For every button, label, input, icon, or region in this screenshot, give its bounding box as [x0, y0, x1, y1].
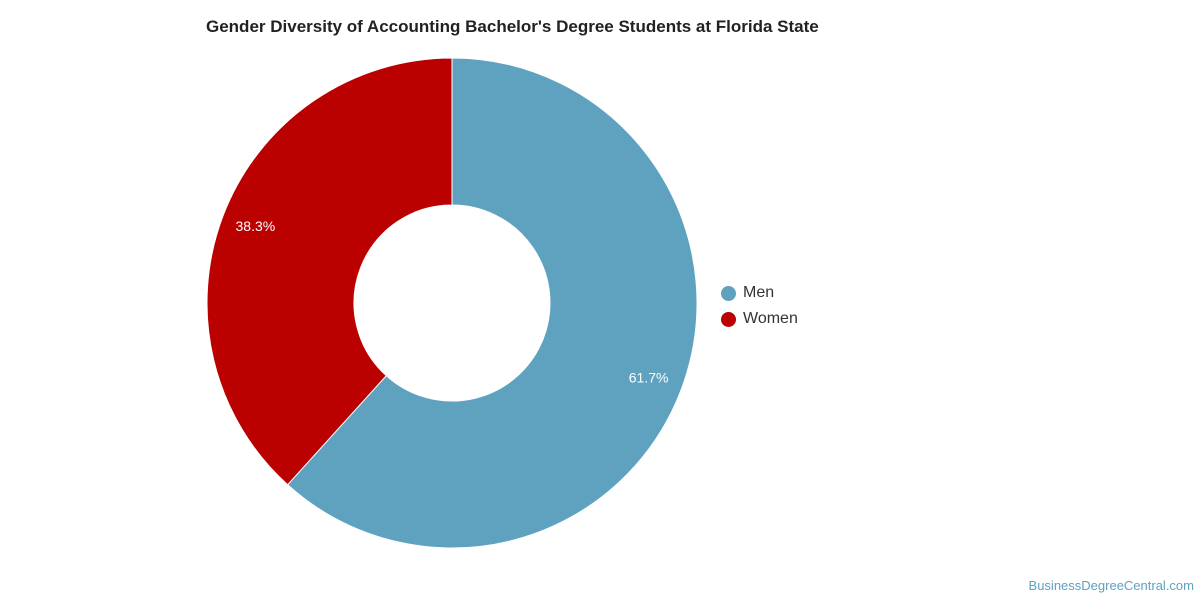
legend-swatch-women: [721, 311, 736, 327]
legend-swatch-men: [721, 285, 736, 301]
legend-item-women[interactable]: Women: [721, 306, 798, 332]
legend-item-men[interactable]: Men: [721, 280, 798, 306]
slice-women[interactable]: [206, 57, 453, 486]
slice-label-men: 61.7%: [629, 369, 669, 385]
slice-labels: 61.7% 38.3%: [236, 218, 669, 385]
legend: Men Women: [721, 280, 798, 332]
slice-label-women: 38.3%: [236, 218, 276, 234]
chart-title: Gender Diversity of Accounting Bachelor'…: [206, 17, 819, 36]
slice-men[interactable]: [286, 57, 698, 549]
legend-label-women: Women: [743, 310, 798, 327]
legend-label-men: Men: [743, 284, 775, 301]
donut-slices: [206, 57, 698, 549]
watermark: BusinessDegreeCentral.com: [1028, 578, 1194, 593]
